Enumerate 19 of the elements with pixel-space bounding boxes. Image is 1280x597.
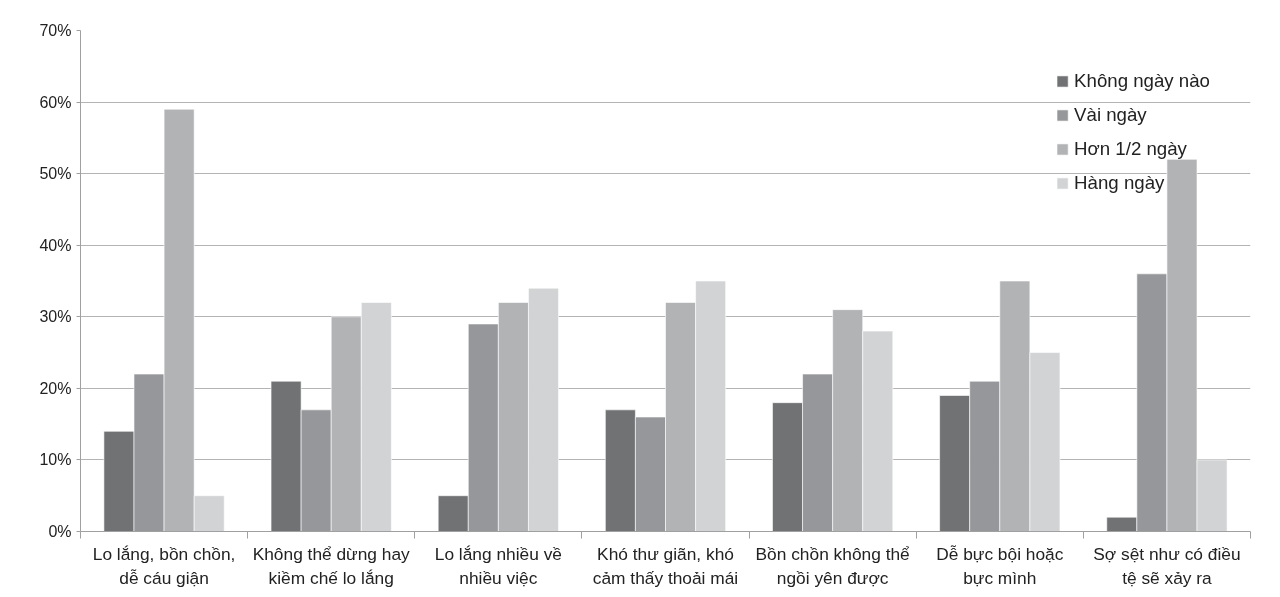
legend-label: Hàng ngày xyxy=(1074,172,1165,194)
y-tick-label: 40% xyxy=(39,236,72,254)
x-tick-label: Lo lắng nhiều về nhiều việc xyxy=(434,543,562,588)
y-tick-label: 50% xyxy=(39,165,72,183)
x-tick-label: Lo lắng, bồn chồn, dễ cáu giận xyxy=(92,543,236,588)
y-tick-label: 0% xyxy=(48,523,72,540)
x-tick-label: Bồn chồn không thể ngồi yên được xyxy=(755,543,910,588)
y-tick-label: 70% xyxy=(39,22,72,39)
x-tick-label: Dễ bực bội hoặc bực mình xyxy=(936,543,1064,588)
legend-label: Hơn 1/2 ngày xyxy=(1074,138,1187,160)
y-tick-label: 30% xyxy=(39,308,72,326)
legend-label: Không ngày nào xyxy=(1074,70,1210,92)
x-tick-label: Sợ sệt như có điều tệ sẽ xảy ra xyxy=(1093,543,1241,588)
legend-label: Vài ngày xyxy=(1074,104,1147,126)
y-tick-label: 10% xyxy=(39,451,72,469)
x-tick-label: Khó thư giãn, khó cảm thấy thoải mái xyxy=(592,543,739,588)
x-tick-label: Không thể dừng hay kiềm chế lo lắng xyxy=(252,543,411,588)
y-tick-label: 60% xyxy=(39,93,72,111)
y-tick-label: 20% xyxy=(39,379,72,397)
